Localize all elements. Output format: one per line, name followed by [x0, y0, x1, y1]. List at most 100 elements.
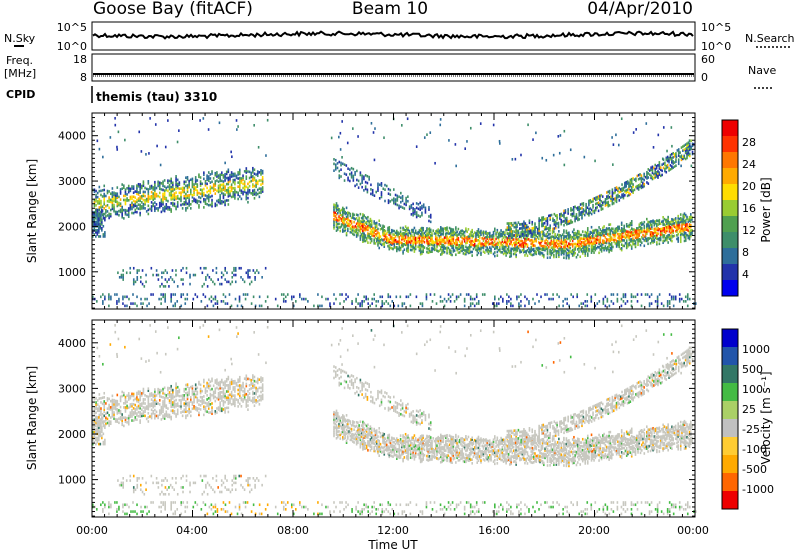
power-cell [586, 206, 589, 210]
power-cell [319, 304, 321, 308]
power-cell [647, 238, 649, 242]
power-cell [628, 243, 631, 247]
power-cell [554, 222, 557, 226]
power-cell [175, 195, 177, 199]
power-cell [232, 186, 235, 190]
power-cell [508, 300, 510, 303]
power-cell [640, 184, 643, 188]
power-cell [637, 228, 639, 232]
power-cell [121, 207, 123, 211]
power-cell [369, 217, 372, 221]
power-cell [651, 223, 653, 227]
power-cell [180, 195, 182, 199]
power-cell [644, 234, 647, 237]
power-cell [554, 243, 556, 247]
power-cell [557, 221, 560, 225]
power-cell [500, 241, 502, 245]
power-cell [530, 231, 532, 235]
power-cell [478, 234, 481, 238]
power-cell [341, 222, 344, 226]
power-cell [575, 206, 578, 210]
power-cell [246, 293, 249, 296]
power-cell [553, 223, 556, 226]
power-cell [419, 251, 422, 254]
power-cell [591, 244, 594, 247]
power-cell [656, 241, 658, 244]
power-cell [554, 236, 556, 240]
power-cell [363, 234, 365, 237]
power-cell [350, 220, 353, 223]
power-cell [243, 184, 246, 187]
power-cell [235, 176, 238, 180]
power-cell [601, 207, 604, 211]
power-cell [670, 295, 673, 299]
power-cell [538, 227, 540, 231]
power-cell [597, 233, 599, 236]
power-cell [339, 131, 342, 135]
power-cell [468, 235, 471, 238]
power-cell [684, 151, 687, 155]
power-cell [375, 190, 378, 194]
power-cell [559, 234, 561, 237]
power-cell [465, 249, 467, 252]
power-cell [225, 172, 228, 176]
power-cell [160, 297, 162, 301]
power-cell [561, 249, 564, 253]
power-cell [605, 241, 608, 245]
power-cell [180, 193, 182, 197]
power-cell [443, 238, 446, 241]
power-cell [454, 143, 457, 146]
power-cell [653, 231, 656, 234]
power-cell [165, 188, 168, 192]
power-cell [679, 213, 682, 216]
power-cell [584, 247, 587, 250]
power-cell [229, 177, 231, 181]
power-cell [102, 300, 104, 303]
power-cell [682, 213, 685, 217]
nsky-trace [92, 30, 694, 40]
power-cell [426, 241, 428, 245]
power-cell [565, 255, 568, 258]
power-cell [193, 185, 195, 188]
power-cell [258, 295, 261, 299]
power-cell [113, 207, 115, 211]
power-cell [175, 187, 177, 190]
power-cell [142, 192, 145, 196]
power-cell [452, 231, 455, 235]
power-cell [663, 230, 666, 234]
power-cell [613, 233, 615, 236]
power-cell [610, 300, 613, 303]
power-cell [194, 186, 197, 189]
power-cell [602, 228, 604, 232]
power-cell [96, 231, 99, 234]
power-cell [417, 214, 420, 217]
power-cell [650, 293, 653, 296]
power-cell [403, 239, 406, 242]
power-cell [668, 302, 671, 305]
power-cell [570, 237, 573, 241]
power-cell [242, 186, 244, 190]
power-cell [409, 245, 412, 248]
power-cell [439, 227, 442, 231]
power-cell [185, 200, 187, 204]
power-cell [596, 202, 598, 205]
power-cell [482, 232, 485, 235]
power-cell [525, 226, 528, 229]
power-cell [550, 213, 553, 217]
power-cell [672, 304, 675, 308]
power-cell [93, 233, 96, 236]
power-cell [683, 221, 686, 225]
power-cell [502, 300, 504, 303]
power-cell [235, 119, 238, 122]
velocity-ylabel: Slant Range [km] [25, 366, 39, 470]
power-cell [626, 188, 629, 192]
power-cell [403, 207, 406, 210]
power-cell [653, 238, 656, 242]
power-cell [643, 178, 645, 182]
power-cell [122, 269, 125, 272]
power-cell [119, 208, 122, 212]
power-cell [598, 238, 600, 242]
power-cell [447, 297, 450, 301]
power-cell [573, 228, 575, 231]
power-cell [441, 243, 443, 247]
